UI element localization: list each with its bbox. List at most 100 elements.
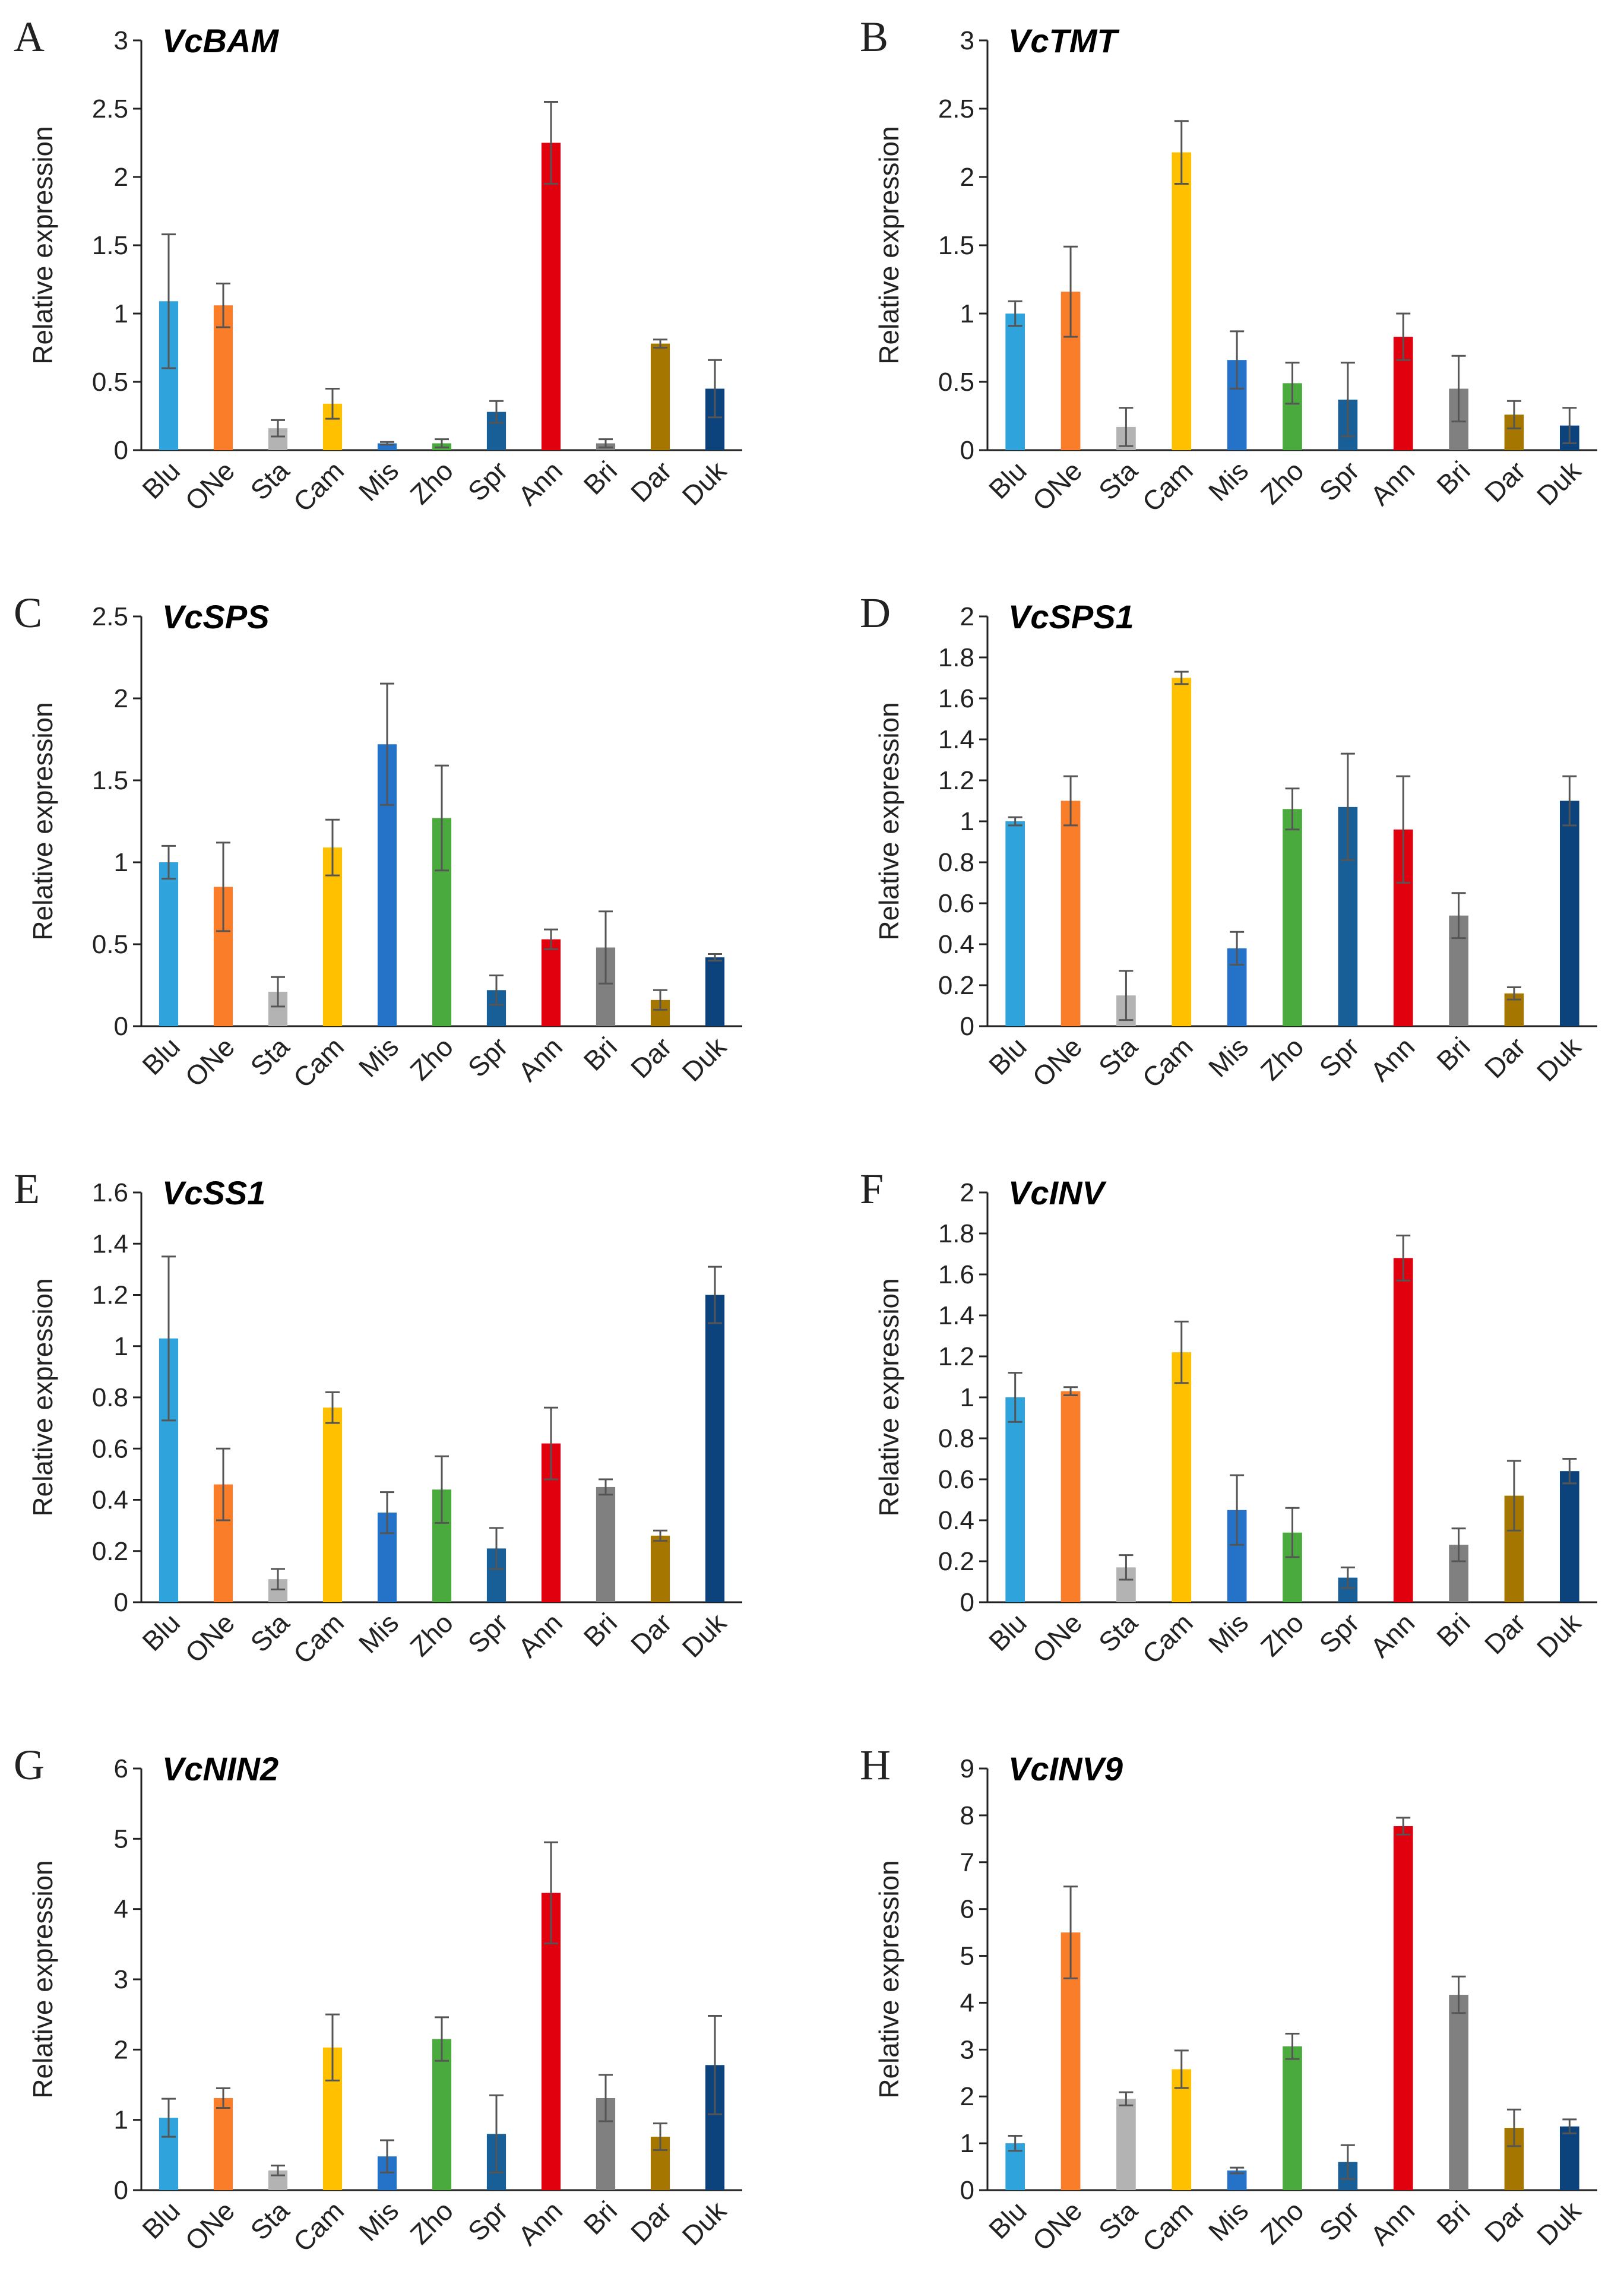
y-axis-label: Relative expression	[27, 1278, 58, 1516]
x-tick-label: Dar	[625, 455, 678, 508]
x-tick-label: ONe	[1026, 455, 1088, 517]
bar-duk	[705, 957, 725, 1026]
y-axis-label: Relative expression	[27, 126, 58, 364]
bar-duk	[1559, 1471, 1579, 1602]
x-tick-label: Bri	[1430, 1031, 1476, 1077]
panel-letter: H	[860, 1741, 891, 1789]
bar-cam	[1172, 1352, 1192, 1602]
y-tick-label: 1	[960, 2129, 974, 2158]
chart-title: VcTMT	[1008, 22, 1120, 59]
y-tick-label: 2	[960, 163, 974, 192]
x-tick-label: ONe	[1026, 2195, 1088, 2257]
panel-letter: A	[14, 13, 45, 61]
y-tick-label: 1	[960, 1383, 974, 1412]
x-tick-label: Spr	[462, 455, 514, 507]
y-tick-label: 2	[960, 2082, 974, 2111]
x-tick-label: Mis	[1202, 455, 1254, 507]
x-tick-label: Blu	[983, 2195, 1033, 2245]
bar-cam	[322, 1407, 343, 1602]
chart-panel-h: H VcINV9 Relative expression 0 1 2 3 4 5 6 7 8 9 BluO…	[860, 1741, 1597, 2258]
y-tick-label: 0.4	[938, 1506, 974, 1535]
x-tick-label: Sta	[244, 1031, 295, 1082]
y-tick-label: 7	[960, 1848, 974, 1877]
x-tick-label: Sta	[244, 2195, 295, 2246]
x-tick-label: Zho	[404, 455, 459, 510]
chart-title: VcSPS1	[1008, 598, 1134, 635]
x-tick-label: Bri	[578, 1607, 623, 1653]
y-tick-label: 2	[960, 602, 974, 631]
x-tick-label: Mis	[353, 2195, 404, 2247]
y-tick-label: 1.2	[92, 1281, 128, 1310]
y-tick-label: 0	[114, 1588, 128, 1617]
bar-one	[1060, 1391, 1081, 1602]
x-tick-label: Mis	[1202, 1031, 1254, 1083]
y-axis-label: Relative expression	[873, 702, 904, 940]
y-tick-label: 4	[960, 1988, 974, 2017]
x-tick-label: Dar	[625, 1607, 678, 1660]
y-tick-label: 1.6	[92, 1178, 128, 1207]
y-tick-label: 5	[114, 1824, 128, 1853]
x-tick-label: Blu	[136, 1031, 186, 1081]
y-tick-label: 1	[114, 299, 128, 328]
x-tick-label: Duk	[676, 1031, 732, 1087]
x-tick-label: Duk	[676, 455, 732, 511]
bar-duk	[1559, 801, 1579, 1026]
x-tick-label: Mis	[1202, 2195, 1254, 2247]
x-tick-label: Spr	[1313, 1031, 1365, 1083]
bar-one	[213, 2097, 233, 2190]
bar-ann	[541, 143, 561, 450]
x-tick-label: Cam	[1136, 1607, 1198, 1669]
bar-blu	[1005, 1397, 1025, 1602]
y-tick-label: 1.4	[938, 1301, 974, 1330]
y-tick-label: 6	[114, 1754, 128, 1783]
y-tick-label: 2	[114, 163, 128, 192]
x-tick-label: Zho	[404, 1607, 459, 1662]
x-tick-label: Mis	[353, 1607, 404, 1659]
x-tick-label: Cam	[287, 1607, 350, 1669]
x-tick-label: Spr	[1313, 2195, 1365, 2247]
chart-title: VcSPS	[162, 598, 270, 635]
x-tick-label: Mis	[353, 455, 404, 507]
y-tick-label: 1.5	[92, 766, 128, 795]
y-tick-label: 4	[114, 1895, 128, 1924]
x-tick-label: ONe	[179, 2195, 240, 2257]
y-tick-label: 1.8	[938, 1219, 974, 1248]
y-axis-label: Relative expression	[873, 1278, 904, 1516]
x-tick-label: Spr	[1313, 455, 1365, 507]
x-tick-label: Dar	[1479, 1607, 1531, 1660]
x-tick-label: Bri	[1430, 2195, 1476, 2241]
y-tick-label: 0.5	[92, 930, 128, 959]
x-tick-label: ONe	[1026, 1607, 1088, 1669]
y-tick-label: 9	[960, 1754, 974, 1783]
bar-bri	[1449, 1995, 1468, 2190]
y-tick-label: 0.6	[938, 889, 974, 918]
y-tick-label: 1.6	[938, 684, 974, 713]
bar-cam	[322, 847, 343, 1026]
x-tick-label: Sta	[1093, 455, 1144, 506]
y-tick-label: 1.6	[938, 1260, 974, 1289]
bar-one	[1060, 801, 1081, 1026]
bar-blu	[1005, 314, 1025, 450]
y-tick-label: 0.4	[938, 930, 974, 959]
y-tick-label: 0.8	[938, 1424, 974, 1453]
chart-title: VcINV9	[1008, 1750, 1123, 1788]
x-tick-label: Dar	[1479, 2195, 1531, 2248]
x-tick-label: Mis	[1202, 1607, 1254, 1659]
x-tick-label: Ann	[1365, 1031, 1421, 1087]
x-tick-label: Sta	[1093, 1607, 1144, 1658]
bar-zho	[1283, 809, 1302, 1026]
x-tick-label: Blu	[983, 1607, 1033, 1657]
y-tick-label: 2.5	[938, 94, 974, 124]
chart-title: VcINV	[1008, 1174, 1107, 1211]
bar-blu	[1005, 821, 1025, 1026]
x-tick-label: ONe	[179, 1031, 240, 1093]
y-tick-label: 3	[114, 1965, 128, 1994]
bar-cam	[1172, 678, 1192, 1026]
y-tick-label: 0	[114, 1012, 128, 1041]
x-tick-label: Sta	[1093, 1031, 1144, 1082]
y-tick-label: 0.5	[92, 368, 128, 397]
y-axis-label: Relative expression	[27, 1860, 58, 2098]
y-tick-label: 3	[114, 26, 128, 55]
